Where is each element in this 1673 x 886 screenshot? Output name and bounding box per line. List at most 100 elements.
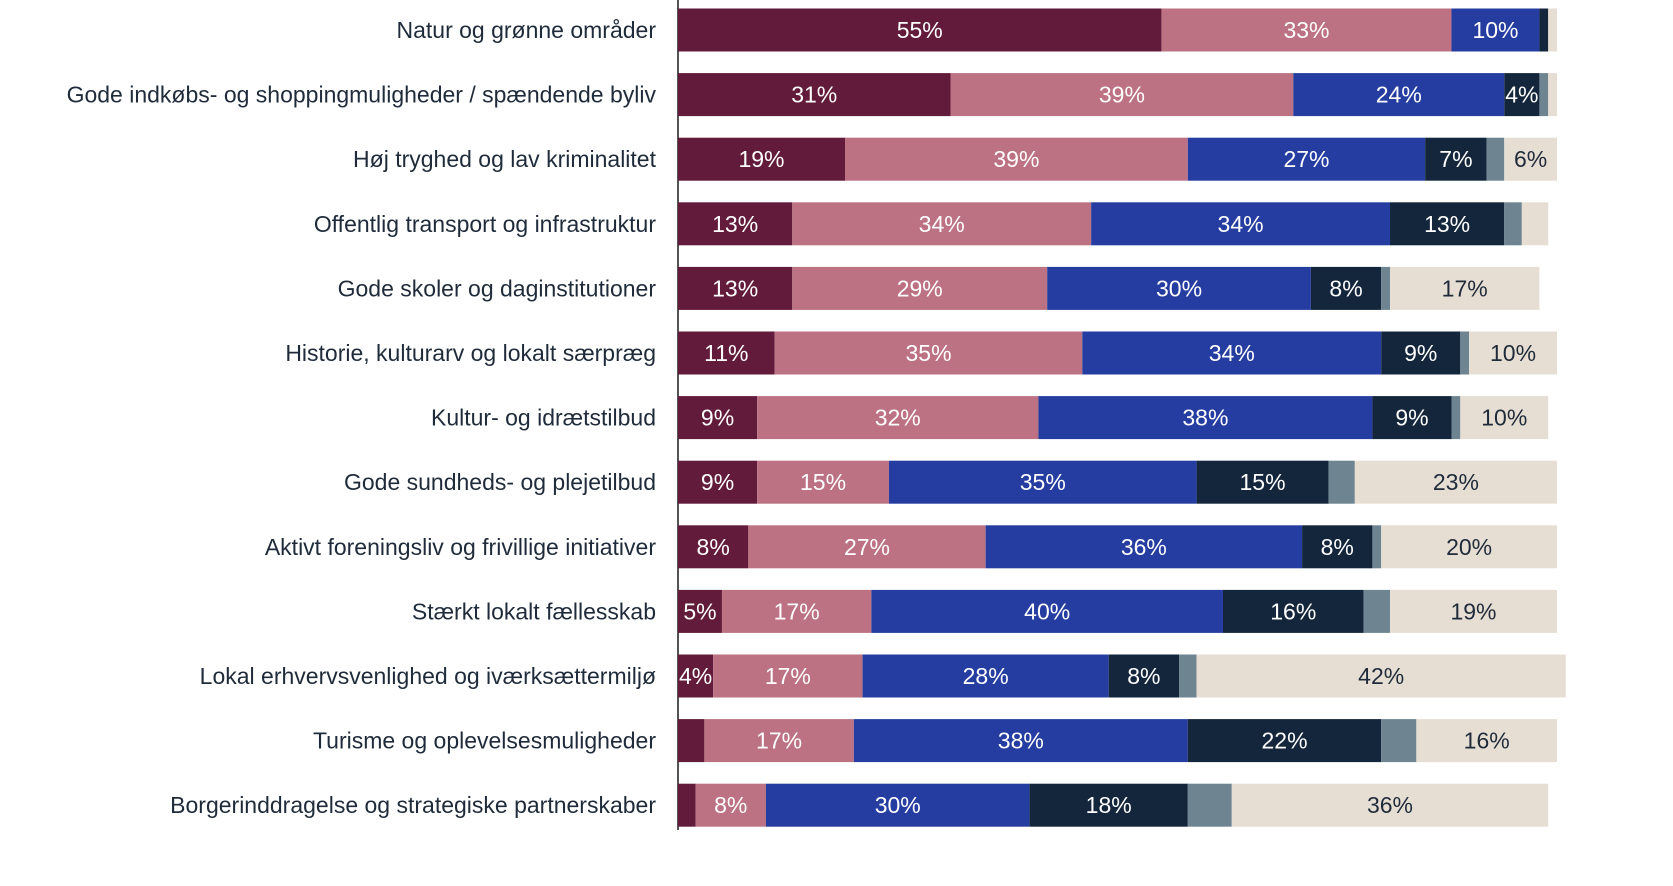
data-label: 15% <box>1240 469 1286 495</box>
bar-segment <box>1381 331 1461 375</box>
bar-segment <box>1354 460 1557 504</box>
data-label: 38% <box>998 728 1044 754</box>
data-label: 24% <box>1376 82 1422 108</box>
bar-segment <box>1231 783 1549 827</box>
bar-segment <box>678 202 793 246</box>
bar-segment <box>1539 8 1549 52</box>
bar-segment <box>1187 719 1382 763</box>
data-label: 10% <box>1481 405 1527 431</box>
data-label: 13% <box>712 211 758 237</box>
bar-segment <box>678 396 758 440</box>
bar-segment <box>1196 460 1329 504</box>
bar-segment <box>1187 783 1232 827</box>
bar-segment <box>985 525 1303 569</box>
data-label: 27% <box>844 534 890 560</box>
category-label: Historie, kulturarv og lokalt særpræg <box>285 340 656 366</box>
data-label: 8% <box>1127 663 1160 689</box>
bar-segment <box>1302 525 1373 569</box>
bar-segment <box>721 589 872 633</box>
bar-segment <box>704 719 854 763</box>
bar-segment <box>1310 266 1382 310</box>
data-label: 4% <box>679 663 712 689</box>
bar-segment <box>1293 73 1505 117</box>
category-label: Lokal erhvervsvenlighed og iværksættermi… <box>200 663 656 689</box>
data-label: 16% <box>1464 728 1510 754</box>
bar-segment <box>1504 202 1522 246</box>
bar-segment <box>1451 396 1461 440</box>
data-label: 17% <box>1442 275 1488 301</box>
bar-segment <box>1082 331 1382 375</box>
data-label: 8% <box>1329 275 1362 301</box>
bar-segment <box>1161 8 1452 52</box>
bar-segment <box>1460 396 1549 440</box>
data-label: 38% <box>1182 405 1228 431</box>
data-label: 30% <box>875 792 921 818</box>
category-label: Borgerinddragelse og strategiske partner… <box>170 792 656 818</box>
bar-segment <box>792 202 1092 246</box>
data-label: 9% <box>701 405 734 431</box>
bar-segment <box>853 719 1188 763</box>
data-label: 4% <box>1505 82 1538 108</box>
bar-segment <box>678 137 846 181</box>
data-label: 35% <box>1020 469 1066 495</box>
data-label: 19% <box>738 146 784 172</box>
bar-segment <box>1504 137 1557 181</box>
bar-segment <box>1047 266 1311 310</box>
bar-segment <box>678 719 705 763</box>
bar-segment <box>1187 137 1426 181</box>
data-label: 40% <box>1024 598 1070 624</box>
bar-segment <box>1548 8 1557 52</box>
category-label: Gode skoler og daginstitutioner <box>338 275 657 301</box>
data-label: 17% <box>774 598 820 624</box>
data-label: 23% <box>1433 469 1479 495</box>
data-label: 36% <box>1121 534 1167 560</box>
data-label: 33% <box>1283 17 1329 43</box>
bar-segment <box>678 331 775 375</box>
data-label: 31% <box>791 82 837 108</box>
bar-segment <box>1196 654 1566 698</box>
category-label: Gode indkøbs- og shoppingmuligheder / sp… <box>67 82 657 108</box>
data-label: 9% <box>1395 405 1428 431</box>
bar-segment <box>1381 525 1557 569</box>
data-label: 13% <box>712 275 758 301</box>
category-label: Stærkt lokalt fællesskab <box>412 598 656 624</box>
bar-segment <box>1381 719 1417 763</box>
data-label: 42% <box>1358 663 1404 689</box>
data-label: 27% <box>1283 146 1329 172</box>
bar-segment <box>1179 654 1197 698</box>
bar-segment <box>1372 525 1382 569</box>
data-label: 36% <box>1367 792 1413 818</box>
bar-segment <box>862 654 1109 698</box>
data-label: 13% <box>1424 211 1470 237</box>
bar-segment <box>757 460 889 504</box>
data-label: 22% <box>1261 728 1307 754</box>
category-label: Høj tryghed og lav kriminalitet <box>353 146 657 172</box>
bar-segment <box>1389 266 1540 310</box>
bar-segment <box>1029 783 1188 827</box>
data-label: 39% <box>993 146 1039 172</box>
data-label: 9% <box>1404 340 1437 366</box>
bar-segment <box>1539 73 1549 117</box>
bar-segment <box>845 137 1188 181</box>
bar-segment <box>1381 266 1390 310</box>
data-label: 15% <box>800 469 846 495</box>
data-label: 34% <box>919 211 965 237</box>
data-label: 17% <box>765 663 811 689</box>
data-label: 30% <box>1156 275 1202 301</box>
category-label: Kultur- og idrætstilbud <box>431 405 656 431</box>
bar-segment <box>695 783 766 827</box>
bar-segment <box>1460 331 1470 375</box>
bar-segment <box>1372 396 1452 440</box>
bar-segment <box>765 783 1030 827</box>
bar-segment <box>678 460 758 504</box>
data-label: 19% <box>1450 598 1496 624</box>
data-label: 9% <box>701 469 734 495</box>
data-label: 8% <box>697 534 730 560</box>
bar-segment <box>678 654 714 698</box>
bar-segment <box>678 783 696 827</box>
data-label: 16% <box>1270 598 1316 624</box>
bar-segment <box>888 460 1197 504</box>
bar-segment <box>1222 589 1364 633</box>
bar-segment <box>1091 202 1390 246</box>
